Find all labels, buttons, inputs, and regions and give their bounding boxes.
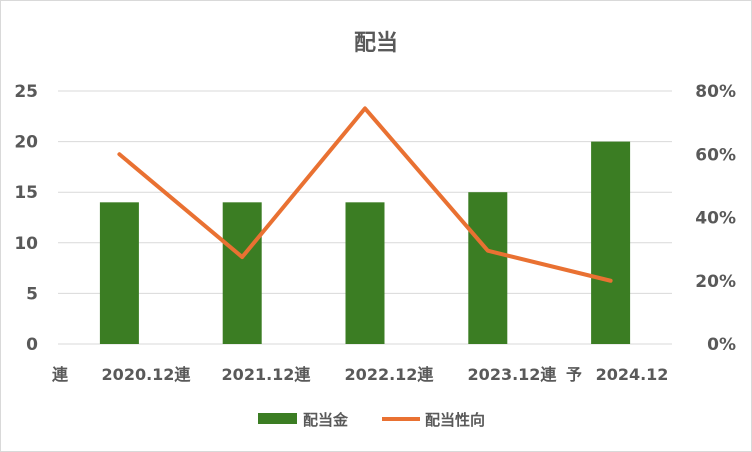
left-tick-label: 25 — [14, 82, 38, 102]
line-series — [117, 106, 613, 283]
legend-label-payout-ratio: 配当性向 — [425, 411, 485, 429]
left-tick-label: 10 — [14, 234, 38, 254]
right-tick-label: 60% — [695, 145, 736, 165]
bar — [345, 202, 385, 344]
bar — [99, 202, 139, 344]
bar — [468, 192, 508, 344]
category-label: 2024.12 — [596, 365, 669, 384]
left-tick-label: 0 — [26, 335, 38, 355]
category-axis: 連 2020.12連 2021.12連 2022.12連 2023.12連予 2024.1… — [52, 365, 668, 384]
right-tick-label: 80% — [695, 82, 736, 102]
category-label: 2021.12連 — [222, 365, 312, 384]
category-label: 2020.12連 — [102, 365, 192, 384]
left-tick-label: 20 — [14, 133, 38, 153]
legend-label-dividend: 配当金 — [303, 411, 349, 429]
category-label: 予 — [566, 365, 582, 384]
bar-series — [99, 141, 631, 344]
right-tick-label: 40% — [695, 209, 736, 229]
category-label: 2022.12連 — [345, 365, 435, 384]
left-tick-label: 15 — [14, 183, 38, 203]
gridlines — [58, 90, 672, 345]
right-tick-label: 20% — [695, 272, 736, 292]
category-label: 2023.12連 — [468, 365, 558, 384]
right-tick-label: 0% — [707, 335, 736, 355]
bar — [591, 141, 631, 344]
legend-swatch-dividend — [258, 413, 297, 424]
left-axis: 0 5 10 15 20 25 — [14, 82, 38, 355]
right-axis: 0% 20% 40% 60% 80% — [695, 82, 736, 355]
legend: 配当金 配当性向 — [258, 411, 485, 429]
left-tick-label: 5 — [26, 284, 38, 304]
bar — [222, 202, 262, 344]
category-label: 連 — [52, 365, 69, 384]
chart-title: 配当 — [354, 31, 398, 56]
